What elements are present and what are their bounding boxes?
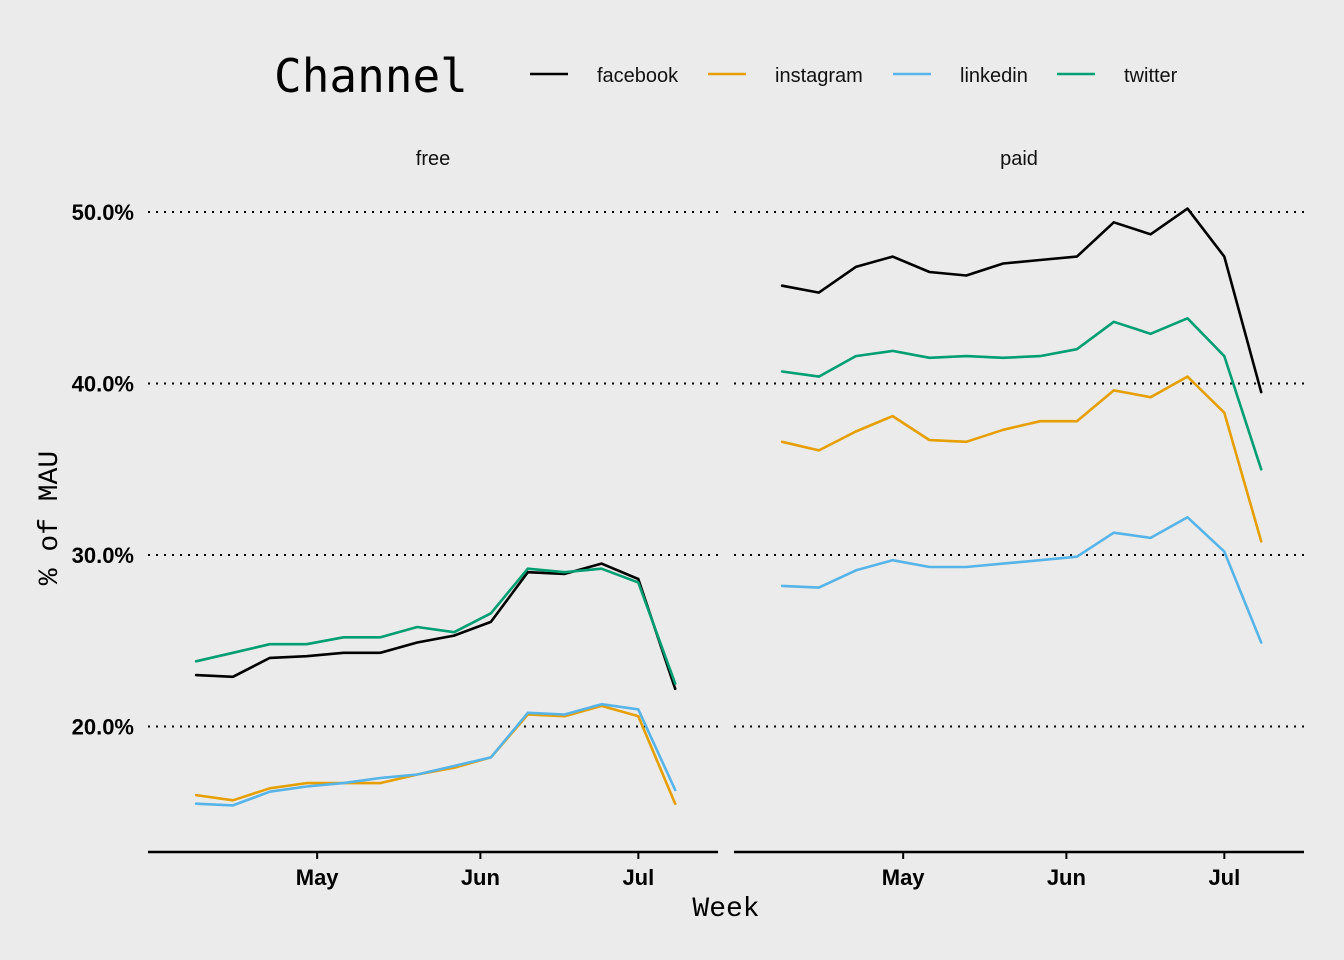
x-axis-title: Week xyxy=(692,894,759,925)
legend-label-twitter: twitter xyxy=(1124,65,1178,87)
series-line-free-facebook xyxy=(194,562,677,691)
x-tick-label: Jun xyxy=(1047,865,1086,890)
x-tick-label: Jun xyxy=(461,865,500,890)
x-tick-label: May xyxy=(882,865,926,890)
facet-paid: paid May Jun Jul xyxy=(734,148,1304,890)
facet-free: free May Jun Jul xyxy=(148,148,718,890)
y-tick-label: 30.0% xyxy=(72,543,134,568)
x-tick-label: May xyxy=(296,865,340,890)
x-tick-label: Jul xyxy=(1208,865,1240,890)
y-tick-label: 40.0% xyxy=(72,372,134,397)
series-line-free-instagram xyxy=(194,704,677,806)
facet-label-free: free xyxy=(416,148,450,170)
facet-label-paid: paid xyxy=(1000,148,1038,170)
y-tick-label: 50.0% xyxy=(72,200,134,225)
y-tick-label: 20.0% xyxy=(72,715,134,740)
series-line-paid-linkedin xyxy=(780,515,1263,644)
series-line-free-linkedin xyxy=(194,702,677,807)
series-line-paid-facebook xyxy=(780,207,1263,394)
y-axis: 20.0% 30.0% 40.0% 50.0% xyxy=(72,200,134,740)
x-tick-label: Jul xyxy=(622,865,654,890)
legend-label-instagram: instagram xyxy=(775,65,863,87)
series-line-paid-twitter xyxy=(780,316,1263,471)
legend-label-linkedin: linkedin xyxy=(960,65,1028,87)
y-axis-title: % of MAU xyxy=(35,451,66,585)
series-line-free-twitter xyxy=(194,567,677,685)
legend-label-facebook: facebook xyxy=(597,65,679,87)
legend-title: Channel xyxy=(274,49,468,103)
legend: Channel facebook instagram linkedin twitter xyxy=(274,49,1178,103)
series-line-paid-instagram xyxy=(780,375,1263,543)
